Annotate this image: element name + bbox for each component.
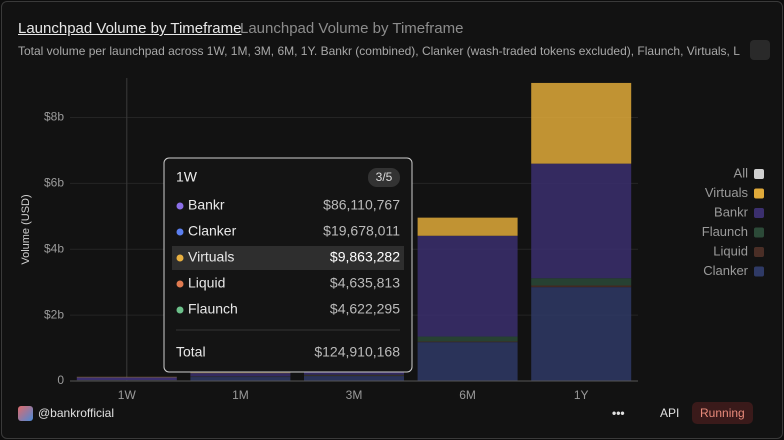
x-tick-label: 3M (346, 388, 363, 402)
tooltip-title: 1W (176, 169, 198, 185)
bar-segment (531, 285, 632, 288)
tooltip: 1W 3/5 Bankr $86,110,767 Clanker $19,678,011 V… (163, 157, 413, 373)
tooltip-dot (176, 228, 184, 236)
tooltip-name: Clanker (188, 223, 237, 239)
legend-swatch (754, 227, 764, 238)
legend-label[interactable]: All (734, 165, 749, 180)
tooltip-value: $86,110,767 (323, 197, 400, 213)
tooltip-name: Liquid (188, 275, 225, 291)
tooltip-total: $124,910,168 (314, 344, 400, 360)
bar-segment (190, 377, 291, 381)
y-tick-label: $2b (44, 307, 64, 321)
y-axis-label: Volume (USD) (20, 194, 32, 264)
bar-segment (531, 82, 632, 164)
status[interactable]: Running (692, 402, 753, 424)
api-button[interactable]: API (660, 406, 680, 420)
bar-segment (304, 371, 404, 375)
tooltip-dot (176, 202, 184, 210)
legend-swatch (754, 266, 764, 277)
tooltip-page-bg (368, 168, 400, 187)
legend-label[interactable]: Liquid (713, 243, 748, 258)
legend-swatch (754, 188, 764, 199)
tooltip-page: 3/5 (376, 170, 393, 184)
tooltip-dot (176, 306, 184, 314)
legend-label[interactable]: Virtuals (705, 185, 749, 200)
bar-segment (417, 336, 518, 342)
y-tick-label: $8b (44, 110, 64, 124)
legend-swatch (754, 208, 764, 218)
x-tick-label: 1W (118, 388, 137, 402)
legend-swatch (754, 169, 764, 179)
legend-label[interactable]: Clanker (703, 263, 748, 278)
bar-segment (417, 217, 518, 236)
y-tick-label: $6b (44, 176, 64, 190)
x-tick-label: 6M (459, 388, 476, 402)
avatar (18, 406, 33, 421)
tooltip-value: $19,678,011 (323, 223, 400, 239)
owner[interactable]: @bankrofficial (38, 406, 114, 420)
tooltip-name: Flaunch (188, 301, 238, 317)
legend-label[interactable]: Bankr (714, 204, 749, 219)
bar-segment (190, 373, 291, 377)
y-tick-label: 0 (57, 373, 64, 387)
bar-segment (531, 163, 632, 279)
bar-segment (304, 374, 404, 376)
tooltip-value: $9,863,282 (330, 249, 400, 265)
bar-segment (531, 287, 632, 381)
y-tick-label: $4b (44, 241, 64, 255)
tooltip-dot (176, 280, 184, 288)
x-tick-label: 1M (232, 388, 249, 402)
tooltip-row-highlight (172, 246, 404, 270)
more-button[interactable]: ••• (612, 406, 625, 420)
bar-segment (417, 342, 518, 381)
tooltip-name: Virtuals (188, 249, 234, 265)
description: Total volume per launchpad across 1W, 1M… (18, 44, 740, 58)
comment-button[interactable] (750, 40, 770, 60)
bar-segment (417, 235, 518, 337)
legend-swatch (754, 247, 764, 257)
bar-segment (304, 375, 404, 377)
bar-segment (76, 377, 177, 381)
tooltip-dot (176, 254, 184, 262)
tooltip-name: Bankr (188, 197, 225, 213)
bar-segment (531, 278, 632, 286)
tooltip-value: $4,622,295 (330, 301, 400, 317)
x-tick-label: 1Y (574, 388, 589, 402)
tooltip-total-label: Total (176, 344, 206, 360)
legend-label[interactable]: Flaunch (702, 224, 748, 239)
bar-segment (417, 341, 518, 343)
tooltip-value: $4,635,813 (330, 275, 400, 291)
bar-segment (304, 376, 404, 381)
chart-title[interactable]: Launchpad Volume by Timeframe (18, 20, 242, 37)
chart-subtitle: Launchpad Volume by Timeframe (240, 20, 464, 37)
